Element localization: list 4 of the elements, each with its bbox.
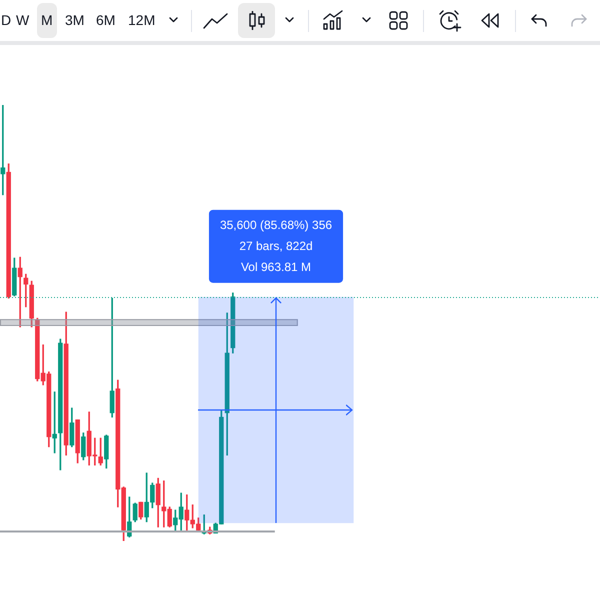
- toolbar: D W M 3M 6M 12M: [0, 0, 600, 45]
- text: 27 bars, 822d: [239, 239, 313, 254]
- text: Vol 963.81 M: [240, 260, 312, 274]
- annotation: 35,600 (85.68%) 356: [220, 218, 332, 232]
